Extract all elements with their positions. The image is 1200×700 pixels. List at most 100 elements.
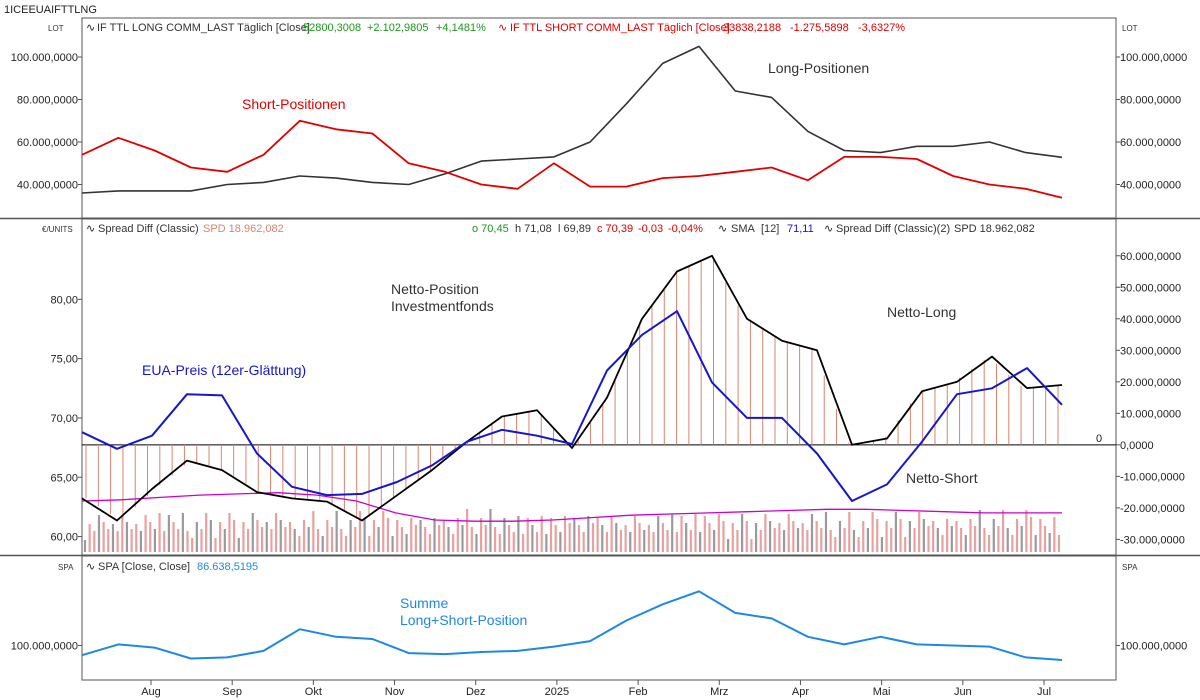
long-legend-value: 52800,3008 xyxy=(303,22,361,34)
top-left-y-tick-label: 40.000,0000 xyxy=(17,180,78,192)
top-y-axis: 40.000,0000 60.000,0000 80.000,0000 100.000… xyxy=(11,52,1188,192)
x-tick-label: Jun xyxy=(954,686,972,698)
short-positions-line xyxy=(81,119,1063,199)
middle-right-y-axis: -30.000,0000 -20.000,0000 -10.000,0000 0,00… xyxy=(1116,251,1185,546)
spa-legend-value: 86.638,5195 xyxy=(197,561,258,573)
x-tick-label: Dez xyxy=(466,686,486,698)
long-annotation: Long-Positionen xyxy=(768,60,869,76)
long-legend-icon: ∿ xyxy=(86,22,95,34)
top-unit-label-left: LOT xyxy=(48,24,64,33)
middle-left-y-tick-label: 65,00 xyxy=(50,472,78,484)
net-position-annotation-line2: Investmentfonds xyxy=(391,298,494,314)
short-legend-icon: ∿ xyxy=(498,22,507,34)
middle-right-y-tick-label: -20.000,0000 xyxy=(1120,503,1185,515)
ohlc-change: -0,03 xyxy=(638,223,663,235)
middle-right-y-tick-label: 0,0000 xyxy=(1120,440,1154,452)
netto-long-annotation: Netto-Long xyxy=(887,304,956,320)
middle-right-y-tick-label: 50.000,0000 xyxy=(1120,282,1181,294)
bottom-left-y-tick-label: 100.000,0000 xyxy=(11,640,78,652)
bottom-y-axis: 100.000,0000 100.000,0000 xyxy=(11,640,1188,652)
spread2-legend-label: Spread Diff (Classic)(2) xyxy=(836,223,950,235)
middle-panel[interactable]: €/UNITS ∿ Spread Diff (Classic) SPD 18.9… xyxy=(42,223,1185,552)
top-lines xyxy=(81,45,1063,199)
top-right-y-tick-label: 100.000,0000 xyxy=(1120,52,1187,64)
short-legend-value: 33838,2188 xyxy=(723,22,781,34)
middle-right-y-tick-label: 20.000,0000 xyxy=(1120,377,1181,389)
bottom-legend[interactable]: ∿ SPA [Close, Close] 86.638,5195 xyxy=(86,561,258,573)
bottom-panel-frame xyxy=(81,555,1117,681)
long-legend-pct: +4,1481% xyxy=(436,22,486,34)
sma-legend-value: 71,11 xyxy=(787,223,814,235)
ohlc-low: l 69,89 xyxy=(558,223,591,235)
middle-legend[interactable]: ∿ Spread Diff (Classic) SPD 18.962,082 o… xyxy=(86,223,1035,235)
x-tick-label: 2025 xyxy=(545,686,569,698)
top-right-y-tick-label: 80.000,0000 xyxy=(1120,95,1181,107)
spread2-legend-value: SPD 18.962,082 xyxy=(954,223,1035,235)
middle-lines xyxy=(81,254,1063,522)
sma-legend-icon: ∿ xyxy=(718,223,727,235)
middle-unit-label: €/UNITS xyxy=(42,225,73,234)
net-position-line xyxy=(81,254,1063,522)
spread-legend-icon: ∿ xyxy=(86,223,95,235)
ohlc-close: c 70,39 xyxy=(597,223,633,235)
sum-line xyxy=(81,590,1063,661)
x-tick-label: Sep xyxy=(222,686,242,698)
x-tick-label: Aug xyxy=(141,686,161,698)
middle-left-y-axis: 60,00 65,00 70,00 75,00 80,00 xyxy=(50,294,82,544)
x-tick-label: Mrz xyxy=(710,686,728,698)
x-tick-label: Jul xyxy=(1037,686,1051,698)
bottom-unit-label-left: SPA xyxy=(58,563,74,572)
top-left-y-tick-label: 60.000,0000 xyxy=(17,137,78,149)
x-tick-label: Nov xyxy=(385,686,405,698)
spread2-line xyxy=(81,492,1062,522)
short-legend-pct: -3,6327% xyxy=(858,22,905,34)
middle-right-y-tick-label: 30.000,0000 xyxy=(1120,345,1181,357)
spa-legend-label: SPA [Close, Close] xyxy=(98,561,190,573)
sma-legend-label: SMA xyxy=(731,223,756,235)
spa-legend-icon: ∿ xyxy=(86,561,95,573)
middle-left-y-tick-label: 60,00 xyxy=(50,532,78,544)
middle-right-y-tick-label: -30.000,0000 xyxy=(1120,534,1185,546)
x-tick-label: Okt xyxy=(305,686,322,698)
spread-legend-value: SPD 18.962,082 xyxy=(203,223,284,235)
middle-right-y-tick-label: 10.000,0000 xyxy=(1120,408,1181,420)
ohlc-high: h 71,08 xyxy=(515,223,552,235)
eua-sma-line xyxy=(81,310,1063,502)
middle-left-y-tick-label: 80,00 xyxy=(50,294,78,306)
net-position-annotation-line1: Netto-Position xyxy=(391,281,479,297)
top-left-y-tick-label: 100.000,0000 xyxy=(11,52,78,64)
top-unit-label-right: LOT xyxy=(1122,24,1138,33)
spread2-legend-icon: ∿ xyxy=(824,223,833,235)
short-annotation: Short-Positionen xyxy=(242,96,346,112)
sum-annotation-line1: Summe xyxy=(400,595,448,611)
short-legend-label: IF TTL SHORT COMM_LAST Täglich [Close] xyxy=(510,22,730,34)
top-panel[interactable]: LOT LOT ∿ IF TTL LONG COMM_LAST Täglich … xyxy=(11,22,1188,199)
x-tick-label: Feb xyxy=(629,686,648,698)
bottom-right-y-tick-label: 100.000,0000 xyxy=(1120,640,1187,652)
ohlc-pct: -0,04% xyxy=(668,223,703,235)
long-legend-label: IF TTL LONG COMM_LAST Täglich [Close] xyxy=(97,22,310,34)
sma-legend-param: [12] xyxy=(761,223,779,235)
symbol-title: 1ICEEUAIFTTLNG xyxy=(4,4,97,16)
bottom-lines xyxy=(81,590,1063,661)
middle-right-y-tick-label: 40.000,0000 xyxy=(1120,314,1181,326)
top-panel-frame xyxy=(81,17,1117,219)
top-left-y-tick-label: 80.000,0000 xyxy=(17,95,78,107)
middle-left-y-tick-label: 75,00 xyxy=(50,354,78,366)
x-tick-label: Apr xyxy=(792,686,809,698)
x-tick-label: Mai xyxy=(873,686,891,698)
long-legend-change: +2.102,9805 xyxy=(367,22,428,34)
volume-bars xyxy=(83,509,1061,552)
top-legend[interactable]: ∿ IF TTL LONG COMM_LAST Täglich [Close] … xyxy=(86,22,905,34)
x-axis: Aug Sep Okt Nov Dez 2025 Feb Mrz Apr Mai Jun Jul xyxy=(141,680,1051,698)
netto-short-annotation: Netto-Short xyxy=(906,470,978,486)
long-positions-line xyxy=(81,45,1063,194)
panel-frames xyxy=(0,17,1200,681)
short-legend-change: -1.275,5898 xyxy=(790,22,849,34)
sum-annotation-line2: Long+Short-Position xyxy=(400,612,527,628)
bottom-panel[interactable]: SPA SPA ∿ SPA [Close, Close] 86.638,5195… xyxy=(11,561,1188,661)
top-right-y-tick-label: 60.000,0000 xyxy=(1120,137,1181,149)
zero-label: 0 xyxy=(1096,433,1102,445)
ohlc-open: o 70,45 xyxy=(472,223,509,235)
